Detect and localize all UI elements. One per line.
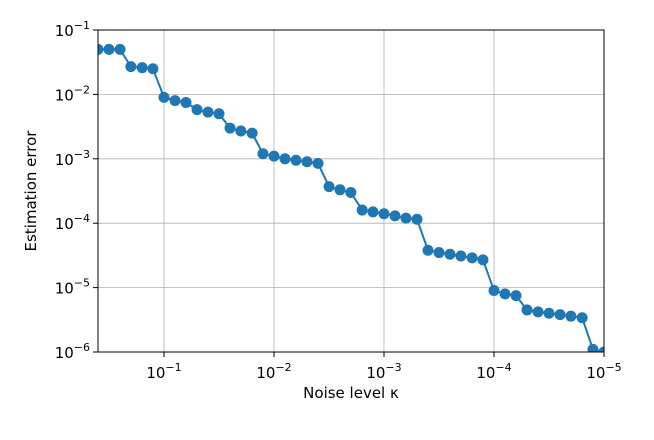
y-axis-label: Estimation error xyxy=(22,130,40,252)
point xyxy=(554,309,566,321)
y-tick-label: 10−5 xyxy=(55,277,90,298)
y-tick-label: 10−6 xyxy=(55,341,90,362)
point xyxy=(213,108,225,120)
point xyxy=(587,343,599,352)
x-tick-label: 10−2 xyxy=(256,361,291,382)
point xyxy=(125,61,137,73)
point xyxy=(433,247,445,259)
x-tick-label: 10−1 xyxy=(146,361,181,382)
x-tick-label: 10−3 xyxy=(366,361,401,382)
point xyxy=(191,104,203,116)
point xyxy=(488,285,500,297)
point xyxy=(279,153,291,165)
point xyxy=(98,43,104,55)
point xyxy=(455,250,467,262)
point xyxy=(499,288,511,300)
x-tick-label: 10−4 xyxy=(476,361,511,382)
point xyxy=(521,304,533,316)
point xyxy=(444,248,456,260)
y-tick-label: 10−1 xyxy=(55,19,90,40)
point xyxy=(202,106,214,118)
x-tick-label: 10−5 xyxy=(586,361,621,382)
plot xyxy=(98,43,604,352)
point xyxy=(312,157,324,169)
point xyxy=(411,213,423,225)
point xyxy=(345,186,357,198)
point xyxy=(532,306,544,318)
point xyxy=(576,312,588,324)
point xyxy=(147,63,159,75)
point xyxy=(158,91,170,103)
point xyxy=(323,181,335,193)
point xyxy=(246,127,258,139)
point xyxy=(543,307,555,319)
point xyxy=(103,43,115,55)
point xyxy=(301,156,313,168)
point xyxy=(257,148,269,160)
x-axis-label: Noise level κ xyxy=(303,384,399,402)
point xyxy=(180,96,192,108)
point xyxy=(224,122,236,134)
point xyxy=(477,254,489,266)
point xyxy=(422,244,434,256)
point xyxy=(114,43,126,55)
point xyxy=(169,95,181,107)
y-tick-label: 10−3 xyxy=(55,148,90,169)
point xyxy=(334,184,346,196)
point xyxy=(378,208,390,220)
y-tick-label: 10−2 xyxy=(55,83,90,104)
point xyxy=(290,154,302,166)
point xyxy=(235,125,247,137)
point xyxy=(136,62,148,74)
point xyxy=(400,212,412,224)
point xyxy=(598,346,604,352)
point xyxy=(389,210,401,222)
point xyxy=(356,204,368,216)
y-tick-label: 10−4 xyxy=(55,212,90,233)
point xyxy=(367,206,379,218)
point xyxy=(466,252,478,264)
point xyxy=(510,290,522,302)
point xyxy=(268,150,280,162)
plot-frame xyxy=(97,29,605,353)
point xyxy=(565,310,577,322)
